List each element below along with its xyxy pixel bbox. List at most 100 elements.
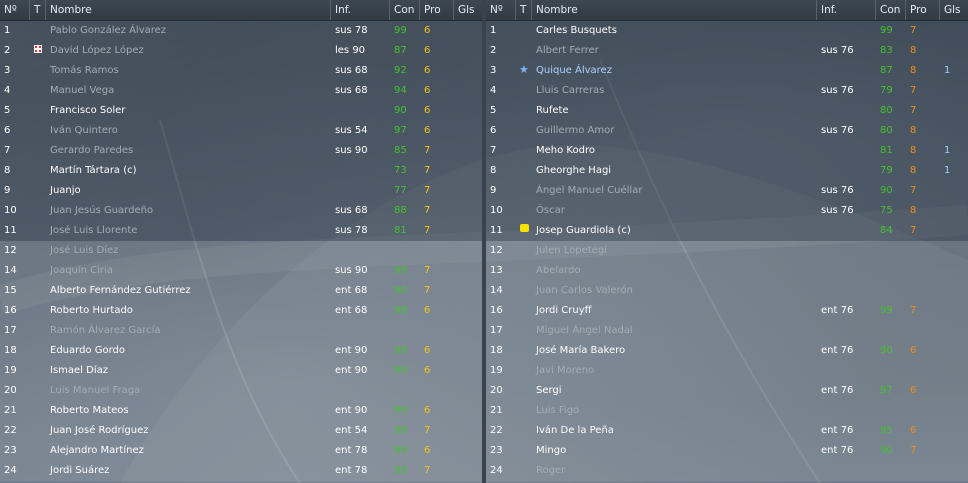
player-row[interactable]: 4 Manuel Vega sus 68 94 6 <box>0 81 482 101</box>
col-header-number[interactable]: Nº <box>0 0 30 20</box>
player-name[interactable]: Juanjo <box>50 185 81 196</box>
player-row[interactable]: 1 Pablo González Álvarez sus 78 99 6 <box>0 21 482 41</box>
player-row[interactable]: 11 Josep Guardiola (c) 84 7 <box>486 221 968 241</box>
player-name[interactable]: Alejandro Martínez <box>50 445 144 456</box>
col-header-pro[interactable]: Pro <box>420 0 454 20</box>
col-header-name[interactable]: Nombre <box>532 0 817 20</box>
player-name[interactable]: Luis Figo <box>536 405 580 416</box>
player-row[interactable]: 4 Lluis Carreras sus 76 79 7 <box>486 81 968 101</box>
player-name[interactable]: Gheorghe Hagi <box>536 165 612 176</box>
col-header-con[interactable]: Con <box>876 0 906 20</box>
player-name[interactable]: Eduardo Gordo <box>50 345 125 356</box>
player-name[interactable]: Manuel Vega <box>50 85 115 96</box>
player-row[interactable]: 24 Jordi Suárez ent 78 99 7 <box>0 461 482 481</box>
player-row[interactable]: 22 Iván De la Peña ent 76 95 6 <box>486 421 968 441</box>
player-row[interactable]: 8 Martín Tártara (c) 73 7 <box>0 161 482 181</box>
player-name[interactable]: Albert Ferrer <box>536 45 599 56</box>
player-name[interactable]: Pablo González Álvarez <box>50 25 167 36</box>
col-header-gls[interactable]: Gls <box>944 4 961 16</box>
player-row[interactable]: 9 Ángel Manuel Cuéllar sus 76 90 7 <box>486 181 968 201</box>
player-name[interactable]: José Luis Llorente <box>50 225 138 236</box>
player-row[interactable]: 1 Carles Busquets 99 7 <box>486 21 968 41</box>
player-row[interactable]: 3 Tomás Ramos sus 68 92 6 <box>0 61 482 81</box>
player-name[interactable]: Guillermo Amor <box>536 125 615 136</box>
col-header-inf[interactable]: Inf. <box>817 0 876 20</box>
col-header-inf[interactable]: Inf. <box>331 0 390 20</box>
player-name[interactable]: Rufete <box>536 105 569 116</box>
player-row[interactable]: 13 Abelardo <box>486 261 968 281</box>
player-row[interactable]: 6 Guillermo Amor sus 76 80 8 <box>486 121 968 141</box>
player-name[interactable]: Mingo <box>536 445 567 456</box>
player-name[interactable]: Iván Quintero <box>50 125 118 136</box>
col-header-con[interactable]: Con <box>390 0 420 20</box>
player-name[interactable]: Alberto Fernández Gutiérrez <box>50 285 191 296</box>
player-row[interactable]: 5 Francisco Soler 90 6 <box>0 101 482 121</box>
player-row[interactable]: 12 José Luis Díez <box>0 241 482 261</box>
col-header-t[interactable]: T <box>516 0 532 20</box>
player-row[interactable]: 12 Julen Lopetegi <box>486 241 968 261</box>
player-name[interactable]: Sergi <box>536 385 562 396</box>
player-row[interactable]: 22 Juan José Rodríguez ent 54 99 7 <box>0 421 482 441</box>
col-header-gls[interactable]: Gls <box>458 4 475 16</box>
player-name[interactable]: Juan Jesús Guardeño <box>50 205 154 216</box>
player-row[interactable]: 18 José María Bakero ent 76 90 6 <box>486 341 968 361</box>
player-name[interactable]: Joaquín Ciria <box>50 265 113 276</box>
player-row[interactable]: 19 Ismael Díaz ent 90 99 6 <box>0 361 482 381</box>
player-row[interactable]: 6 Iván Quintero sus 54 97 6 <box>0 121 482 141</box>
player-name[interactable]: Ángel Manuel Cuéllar <box>536 185 643 196</box>
player-row[interactable]: 19 Javi Moreno <box>486 361 968 381</box>
player-row[interactable]: 7 Gerardo Paredes sus 90 85 7 <box>0 141 482 161</box>
col-header-pro[interactable]: Pro <box>906 0 940 20</box>
player-row[interactable]: 16 Roberto Hurtado ent 68 99 6 <box>0 301 482 321</box>
player-row[interactable]: 17 Ramón Álvarez García <box>0 321 482 341</box>
player-name[interactable]: Gerardo Paredes <box>50 145 134 156</box>
player-row[interactable]: 20 Luis Manuel Fraga <box>0 381 482 401</box>
player-row[interactable]: 8 Gheorghe Hagi 79 8 1 <box>486 161 968 181</box>
player-name[interactable]: Roger <box>536 465 566 476</box>
player-row[interactable]: 21 Roberto Mateos ent 90 99 6 <box>0 401 482 421</box>
player-name[interactable]: Roberto Mateos <box>50 405 129 416</box>
player-name[interactable]: Lluis Carreras <box>536 85 605 96</box>
player-name[interactable]: Juan José Rodríguez <box>50 425 149 436</box>
col-header-number[interactable]: Nº <box>486 0 516 20</box>
col-header-t[interactable]: T <box>30 0 46 20</box>
player-name[interactable]: Ismael Díaz <box>50 365 108 376</box>
player-row[interactable]: 10 Juan Jesús Guardeño sus 68 88 7 <box>0 201 482 221</box>
col-header-name[interactable]: Nombre <box>46 0 331 20</box>
player-name[interactable]: Juan Carlos Valerón <box>536 285 633 296</box>
player-row[interactable]: 23 Alejandro Martínez ent 78 99 6 <box>0 441 482 461</box>
player-row[interactable]: 3 ★ Quique Álvarez 87 8 1 <box>486 61 968 81</box>
player-name[interactable]: Roberto Hurtado <box>50 305 133 316</box>
player-name[interactable]: Josep Guardiola (c) <box>536 225 631 236</box>
player-name[interactable]: Meho Kodro <box>536 145 595 156</box>
player-row[interactable]: 14 Juan Carlos Valerón <box>486 281 968 301</box>
player-row[interactable]: 15 Alberto Fernández Gutiérrez ent 68 90 7 <box>0 281 482 301</box>
player-name[interactable]: Luis Manuel Fraga <box>50 385 141 396</box>
player-row[interactable]: 2 Albert Ferrer sus 76 83 8 <box>486 41 968 61</box>
player-name[interactable]: Quique Álvarez <box>536 65 612 76</box>
player-row[interactable]: 16 Jordi Cruyff ent 76 99 7 <box>486 301 968 321</box>
player-name[interactable]: José Luis Díez <box>50 245 119 256</box>
player-name[interactable]: Martín Tártara (c) <box>50 165 137 176</box>
player-row[interactable]: 9 Juanjo 77 7 <box>0 181 482 201</box>
player-row[interactable]: 14 Joaquín Ciria sus 90 99 7 <box>0 261 482 281</box>
player-row[interactable]: 2 David López López les 90 87 6 <box>0 41 482 61</box>
player-row[interactable]: 23 Mingo ent 76 90 7 <box>486 441 968 461</box>
player-name[interactable]: Javi Moreno <box>536 365 595 376</box>
player-name[interactable]: Francisco Soler <box>50 105 126 116</box>
player-name[interactable]: Iván De la Peña <box>536 425 614 436</box>
player-row[interactable]: 10 Óscar sus 76 75 8 <box>486 201 968 221</box>
player-name[interactable]: José María Bakero <box>536 345 626 356</box>
player-row[interactable]: 20 Sergi ent 76 97 6 <box>486 381 968 401</box>
player-row[interactable]: 5 Rufete 80 7 <box>486 101 968 121</box>
player-name[interactable]: Jordi Suárez <box>50 465 110 476</box>
player-name[interactable]: Abelardo <box>536 265 581 276</box>
player-name[interactable]: Óscar <box>536 205 565 216</box>
player-name[interactable]: Tomás Ramos <box>50 65 119 76</box>
player-name[interactable]: Julen Lopetegi <box>536 245 607 256</box>
player-name[interactable]: David López López <box>50 45 144 56</box>
player-row[interactable]: 11 José Luis Llorente sus 78 81 7 <box>0 221 482 241</box>
player-row[interactable]: 17 Miguel Ángel Nadal <box>486 321 968 341</box>
player-name[interactable]: Miguel Ángel Nadal <box>536 325 633 336</box>
player-row[interactable]: 21 Luis Figo <box>486 401 968 421</box>
